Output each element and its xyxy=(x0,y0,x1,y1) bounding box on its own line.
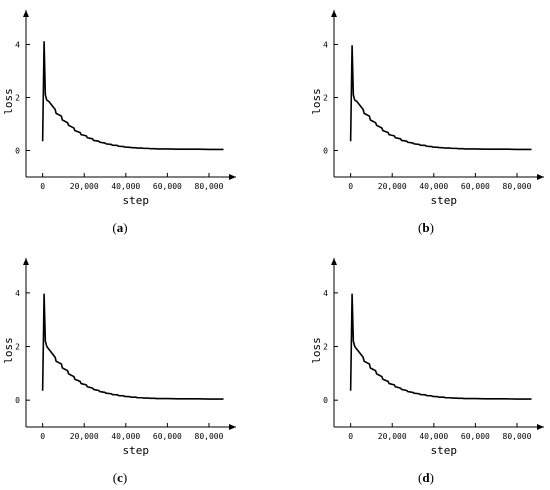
x-tick-label: 0 xyxy=(40,182,45,191)
panel-label-open: ( xyxy=(112,220,116,235)
y-tick-label: 4 xyxy=(15,289,20,298)
chart-panel: 0 2 4 0 20,000 40,000 60,000 80,000 step loss (b) xyxy=(310,10,544,235)
x-tick-label: 60,000 xyxy=(461,182,490,191)
y-axis-title: loss xyxy=(2,88,15,115)
panel-label-close: ) xyxy=(123,220,127,235)
x-tick-label: 20,000 xyxy=(70,432,99,441)
x-tick-label: 80,000 xyxy=(195,182,224,191)
x-tick-label: 60,000 xyxy=(461,432,490,441)
x-tick-label: 60,000 xyxy=(153,432,182,441)
chart-panel: 0 2 4 0 20,000 40,000 60,000 80,000 step loss (c) xyxy=(2,258,236,485)
panel-label-letter: a xyxy=(117,220,124,235)
x-tick-label: 20,000 xyxy=(378,432,407,441)
panel-label: (c) xyxy=(113,470,127,485)
panel-label-close: ) xyxy=(430,220,434,235)
panel-label: (d) xyxy=(418,470,434,485)
panel-label-close: ) xyxy=(123,470,127,485)
loss-curve-line xyxy=(349,44,532,151)
x-tick-label: 0 xyxy=(348,432,353,441)
x-axis-title: step xyxy=(431,194,458,207)
x-axis-title: step xyxy=(123,444,150,457)
panel-label: (b) xyxy=(418,220,434,235)
panel-label-open: ( xyxy=(418,470,422,485)
y-axis-arrow xyxy=(331,10,337,17)
x-axis-title: step xyxy=(431,444,458,457)
x-tick-label: 20,000 xyxy=(378,182,407,191)
x-tick-label: 80,000 xyxy=(195,432,224,441)
x-tick-label: 0 xyxy=(348,182,353,191)
x-tick-label: 40,000 xyxy=(111,182,140,191)
panel-label: (a) xyxy=(112,220,127,235)
loss-curve-line xyxy=(349,293,532,400)
y-axis-title: loss xyxy=(310,88,323,115)
panel-label-close: ) xyxy=(430,470,434,485)
x-axis-title: step xyxy=(123,194,150,207)
y-tick-label: 4 xyxy=(323,289,328,298)
panel-label-open: ( xyxy=(113,470,117,485)
panel-label-open: ( xyxy=(418,220,422,235)
x-tick-label: 80,000 xyxy=(503,182,532,191)
y-tick-label: 4 xyxy=(323,40,328,49)
x-tick-label: 40,000 xyxy=(419,182,448,191)
y-axis-title: loss xyxy=(2,337,15,364)
y-axis-arrow xyxy=(23,10,29,17)
x-tick-label: 80,000 xyxy=(503,432,532,441)
chart-panel: 0 2 4 0 20,000 40,000 60,000 80,000 step loss (a) xyxy=(2,10,236,235)
loss-curve-line xyxy=(41,41,224,151)
panel-label-letter: d xyxy=(422,470,430,485)
x-tick-label: 0 xyxy=(40,432,45,441)
y-axis-arrow xyxy=(23,258,29,265)
chart-panel: 0 2 4 0 20,000 40,000 60,000 80,000 step loss (d) xyxy=(310,258,544,485)
x-tick-label: 60,000 xyxy=(153,182,182,191)
y-tick-label: 0 xyxy=(15,146,20,155)
y-axis-title: loss xyxy=(310,337,323,364)
x-axis-arrow xyxy=(537,174,544,180)
y-tick-label: 0 xyxy=(323,396,328,405)
x-tick-label: 40,000 xyxy=(419,432,448,441)
panel-label-letter: b xyxy=(422,220,429,235)
y-tick-label: 2 xyxy=(323,343,328,352)
x-axis-arrow xyxy=(229,424,236,430)
y-tick-label: 2 xyxy=(15,93,20,102)
y-axis-arrow xyxy=(331,258,337,265)
y-tick-label: 2 xyxy=(323,93,328,102)
x-tick-label: 40,000 xyxy=(111,432,140,441)
x-axis-arrow xyxy=(537,424,544,430)
panel-label-letter: c xyxy=(117,470,123,485)
x-tick-label: 20,000 xyxy=(70,182,99,191)
y-tick-label: 0 xyxy=(15,396,20,405)
y-tick-label: 4 xyxy=(15,40,20,49)
x-axis-arrow xyxy=(229,174,236,180)
y-tick-label: 0 xyxy=(323,146,328,155)
y-tick-label: 2 xyxy=(15,343,20,352)
loss-curve-line xyxy=(41,293,224,400)
